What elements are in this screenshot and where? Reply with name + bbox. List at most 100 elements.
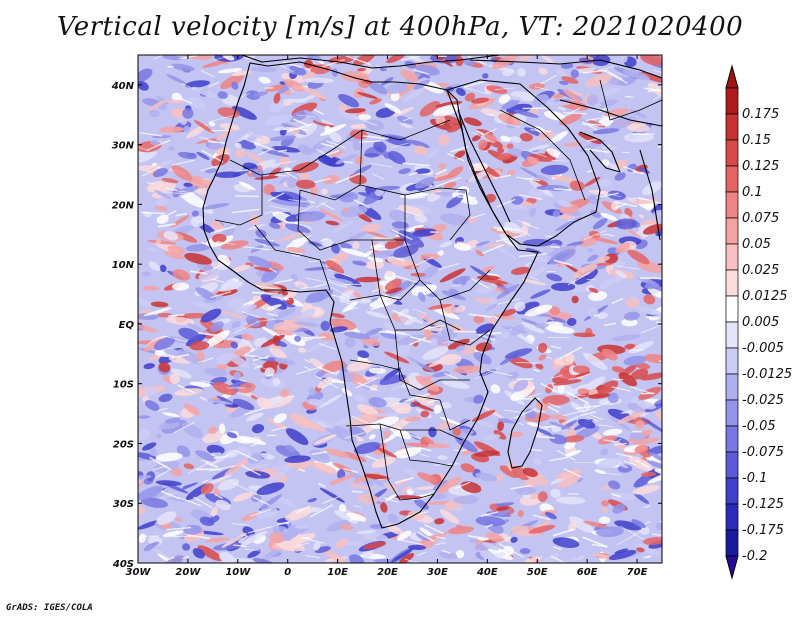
colorbar-label: 0.025	[742, 263, 779, 278]
field-patch	[482, 541, 499, 551]
field-patch	[158, 421, 180, 430]
field-streak	[481, 243, 505, 255]
field-patch	[364, 230, 388, 239]
field-streak	[166, 210, 177, 217]
field-streak	[553, 528, 575, 537]
field-streak	[493, 226, 520, 231]
field-streak	[510, 484, 532, 490]
field-streak	[187, 463, 208, 474]
field-patch	[269, 101, 284, 113]
field-streak	[324, 434, 335, 440]
field-patch	[419, 101, 440, 117]
field-patch	[384, 278, 402, 291]
field-patch	[639, 411, 650, 417]
field-patch	[299, 308, 316, 320]
colorbar-swatch	[725, 477, 739, 505]
field-patch	[270, 163, 281, 168]
field-streak	[322, 59, 345, 68]
field-patch	[217, 478, 240, 491]
field-patch	[568, 522, 577, 532]
field-streak	[233, 321, 259, 334]
field-streak	[586, 416, 598, 422]
field-patch	[273, 92, 281, 104]
field-patch	[411, 283, 438, 296]
lon-tick-label: 40E	[476, 567, 498, 578]
field-patch	[254, 238, 280, 247]
field-streak	[163, 192, 188, 194]
field-streak	[371, 288, 380, 293]
field-streak	[303, 336, 326, 339]
field-streak	[494, 174, 512, 180]
field-patch	[582, 352, 608, 371]
field-streak	[354, 505, 362, 508]
field-patch	[452, 365, 481, 374]
field-patch	[537, 342, 548, 353]
field-streak	[345, 300, 358, 305]
field-patch	[504, 348, 533, 359]
field-patch	[549, 434, 568, 445]
field-patch	[432, 480, 449, 491]
field-patch	[390, 91, 400, 102]
field-patch	[309, 449, 331, 464]
field-streak	[252, 363, 271, 371]
field-patch	[655, 521, 662, 530]
field-streak	[519, 228, 532, 237]
field-streak	[464, 87, 488, 95]
field-streak	[516, 362, 541, 364]
field-patch	[219, 123, 240, 131]
field-streak	[595, 192, 619, 199]
field-patch	[546, 273, 563, 282]
field-patch	[178, 190, 206, 208]
field-patch	[196, 151, 210, 160]
field-patch	[339, 524, 354, 531]
field-patch	[636, 544, 659, 555]
field-patch	[196, 351, 205, 362]
field-patch	[324, 125, 332, 135]
field-patch	[321, 360, 346, 374]
field-patch	[325, 448, 350, 458]
field-streak	[231, 208, 260, 214]
field-patch	[138, 313, 159, 320]
field-streak	[306, 199, 315, 203]
field-patch	[522, 278, 547, 286]
field-patch	[164, 417, 181, 424]
latitude-axis: 40N 30N 20N 10N EQ 10S 20S 30S 40S	[111, 81, 662, 570]
field-patch	[567, 90, 584, 96]
lon-tick-label: 20W	[175, 567, 201, 578]
field-patch	[591, 236, 619, 245]
field-patch	[375, 446, 397, 458]
field-streak	[487, 113, 495, 116]
field-patch	[598, 178, 612, 188]
field-patch	[357, 350, 370, 359]
field-patch	[485, 532, 504, 543]
field-streak	[200, 69, 215, 78]
field-patch	[148, 261, 161, 272]
field-patch	[313, 542, 321, 551]
field-patch	[341, 388, 353, 397]
field-patch	[638, 214, 645, 219]
field-patch	[190, 215, 206, 227]
field-patch	[557, 475, 581, 488]
field-streak	[248, 525, 273, 534]
field-streak	[207, 140, 226, 144]
field-patch	[455, 436, 478, 453]
field-patch	[497, 508, 511, 516]
field-streak	[378, 331, 399, 334]
field-patch	[240, 531, 268, 546]
field-streak	[637, 196, 662, 205]
field-patch	[608, 550, 637, 560]
field-streak	[213, 455, 229, 460]
field-streak	[331, 286, 352, 299]
field-patch	[373, 141, 387, 153]
field-patch	[187, 96, 207, 109]
field-streak	[497, 121, 521, 128]
field-streak	[563, 408, 590, 417]
field-patch	[498, 94, 511, 104]
field-streak	[584, 148, 610, 153]
field-streak	[321, 496, 340, 505]
field-patch	[564, 440, 576, 450]
field-streak	[210, 129, 232, 132]
field-patch	[379, 331, 398, 340]
field-patch	[204, 168, 218, 174]
field-patch	[475, 342, 493, 352]
